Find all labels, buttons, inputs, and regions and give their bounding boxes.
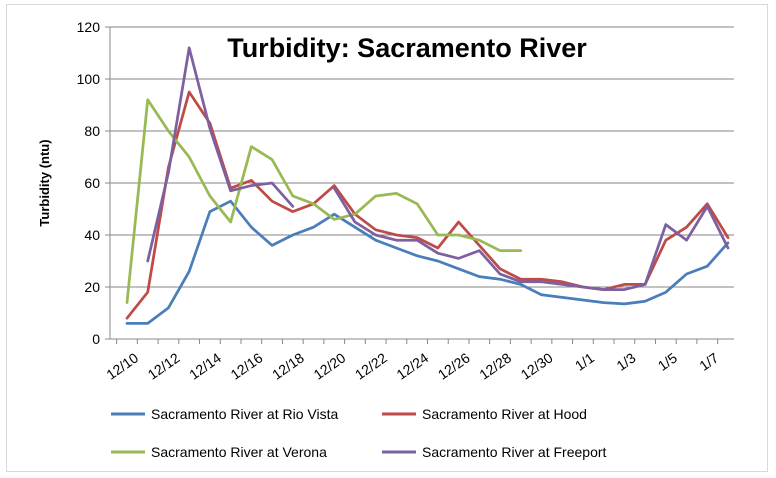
chart-frame: 0 20 40 60 80 100 120 12/10 12/12 12/14 12/16 12/1… — [6, 4, 768, 472]
y-tick-label: 0 — [92, 331, 100, 347]
x-tick-label: 12/30 — [518, 349, 556, 382]
x-tick-label: 12/22 — [352, 349, 390, 382]
y-axis-label: Turbidity (ntu) — [37, 139, 52, 226]
x-tick-label: 1/1 — [572, 349, 597, 373]
y-tick-label: 120 — [77, 19, 101, 35]
x-tick-label: 12/28 — [476, 349, 514, 382]
x-tick-label: 1/7 — [696, 349, 721, 373]
x-tick-label: 12/12 — [145, 349, 183, 382]
x-tick-label: 12/26 — [435, 349, 473, 382]
y-tick-label: 100 — [77, 71, 101, 87]
x-tick-label: 12/18 — [269, 349, 307, 382]
legend-label-0: Sacramento River at Rio Vista — [151, 406, 338, 422]
x-tick-label: 12/20 — [311, 349, 349, 382]
chart-title: Turbidity: Sacramento River — [227, 33, 587, 63]
x-tick-label: 12/24 — [393, 349, 431, 382]
series-line-2 — [125, 98, 523, 304]
legend-label-1: Sacramento River at Hood — [422, 406, 587, 422]
x-tick-label: 12/10 — [103, 349, 141, 382]
series-line-3 — [146, 46, 730, 291]
x-tick-label: 12/14 — [186, 349, 224, 382]
x-tick-labels: 12/10 12/12 12/14 12/16 12/18 12/20 12/22 12/24… — [103, 349, 721, 382]
y-tick-label: 20 — [84, 279, 100, 295]
legend-label-3: Sacramento River at Freeport — [422, 444, 607, 460]
y-tick-labels: 0 20 40 60 80 100 120 — [77, 19, 101, 347]
legend-label-2: Sacramento River at Verona — [151, 444, 327, 460]
y-tick-label: 60 — [84, 175, 100, 191]
x-tick-label: 1/3 — [613, 349, 638, 373]
series-layer — [125, 46, 730, 325]
y-tick-label: 80 — [84, 123, 100, 139]
chart-svg: 0 20 40 60 80 100 120 12/10 12/12 12/14 12/16 12/1… — [37, 19, 734, 460]
legend: Sacramento River at Rio Vista Sacramento … — [111, 406, 607, 460]
y-tick-label: 40 — [84, 227, 100, 243]
grid-layer — [105, 26, 734, 344]
series-line-0 — [125, 199, 730, 325]
axis-layer — [109, 27, 734, 340]
x-tick-label: 1/5 — [655, 349, 680, 373]
x-tick-label: 12/16 — [228, 349, 266, 382]
